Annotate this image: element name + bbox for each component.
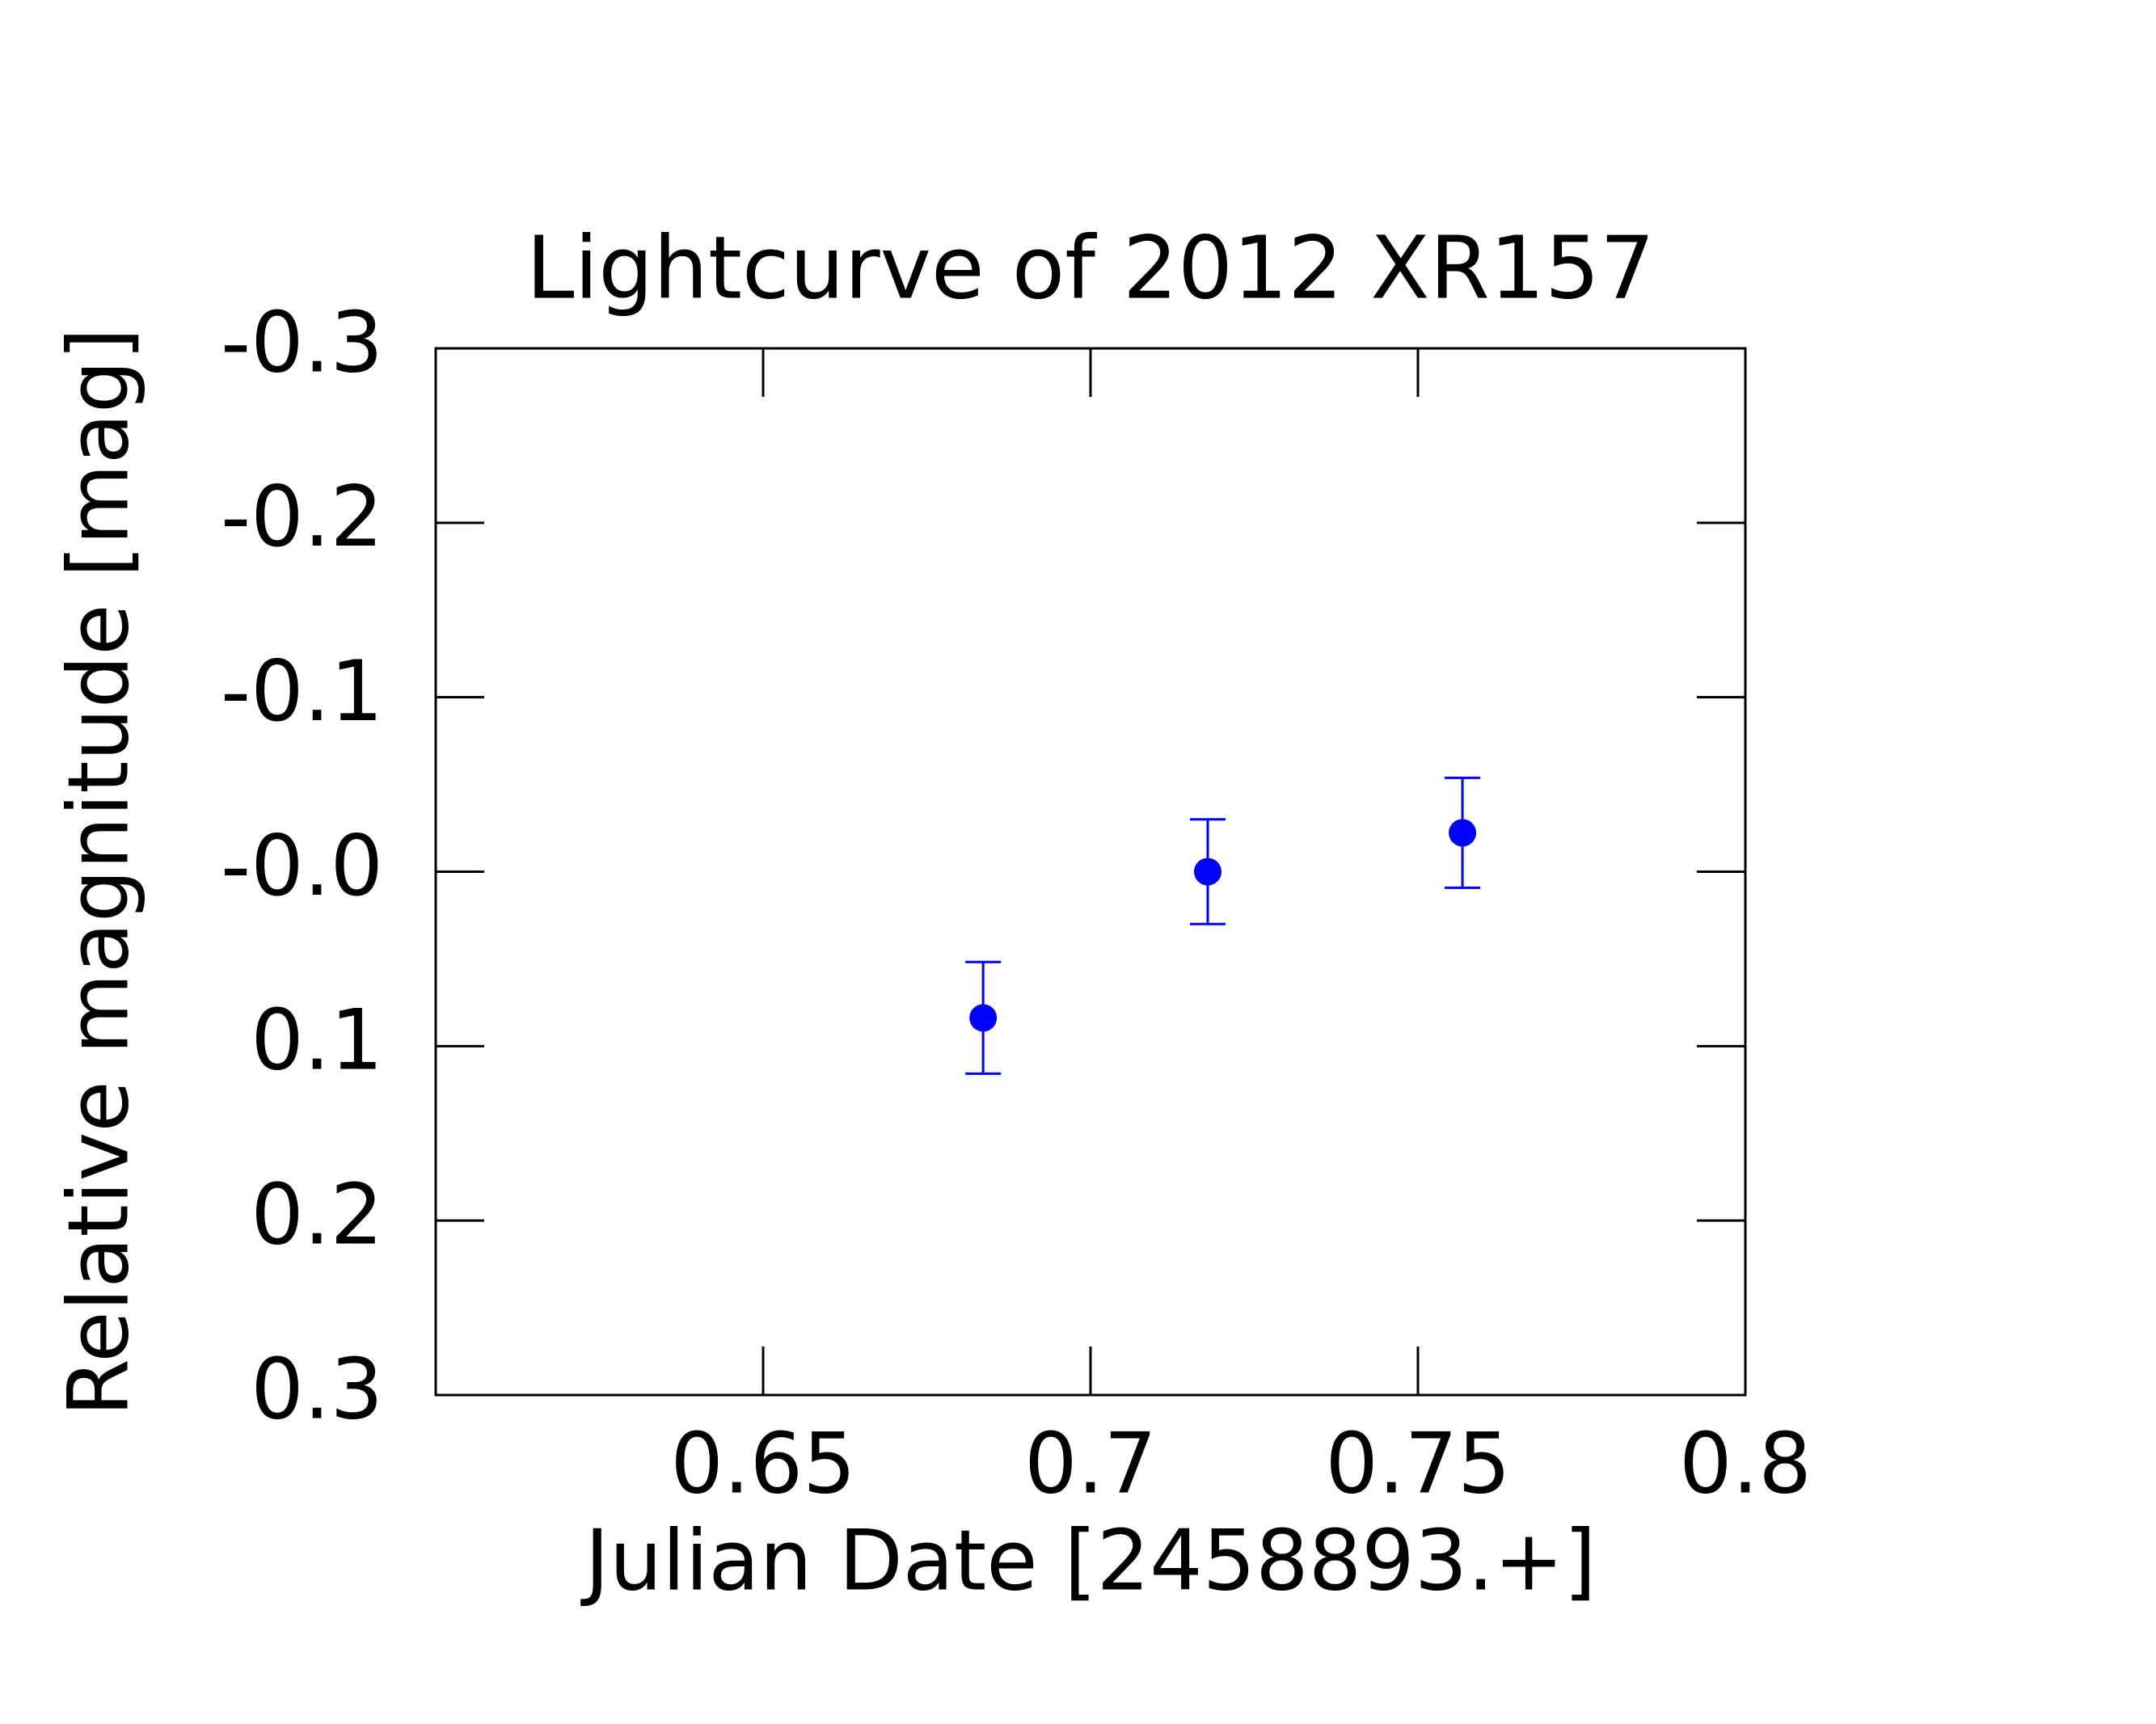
y-tick-label: -0.1 <box>221 643 383 740</box>
x-tick-label: 0.7 <box>1024 1415 1157 1512</box>
y-axis-label: Relative magnitude [mag] <box>50 327 147 1416</box>
chart-title: Lightcurve of 2012 XR157 <box>526 218 1655 318</box>
x-axis-label: Julian Date [2458893.+] <box>580 1512 1596 1609</box>
x-tick-label: 0.8 <box>1679 1415 1812 1512</box>
y-tick-label: -0.0 <box>221 818 383 915</box>
data-point <box>1449 819 1477 847</box>
y-tick-label: -0.2 <box>221 469 383 566</box>
data-point <box>969 1004 998 1032</box>
x-tick-label: 0.75 <box>1325 1415 1510 1512</box>
data-point <box>1193 858 1221 886</box>
y-tick-label: 0.2 <box>251 1166 383 1263</box>
plot-frame <box>434 347 1747 1397</box>
y-tick-label: -0.3 <box>221 294 383 391</box>
y-tick-label: 0.3 <box>251 1341 383 1438</box>
x-tick-label: 0.65 <box>670 1415 855 1512</box>
y-tick-label: 0.1 <box>251 993 383 1090</box>
